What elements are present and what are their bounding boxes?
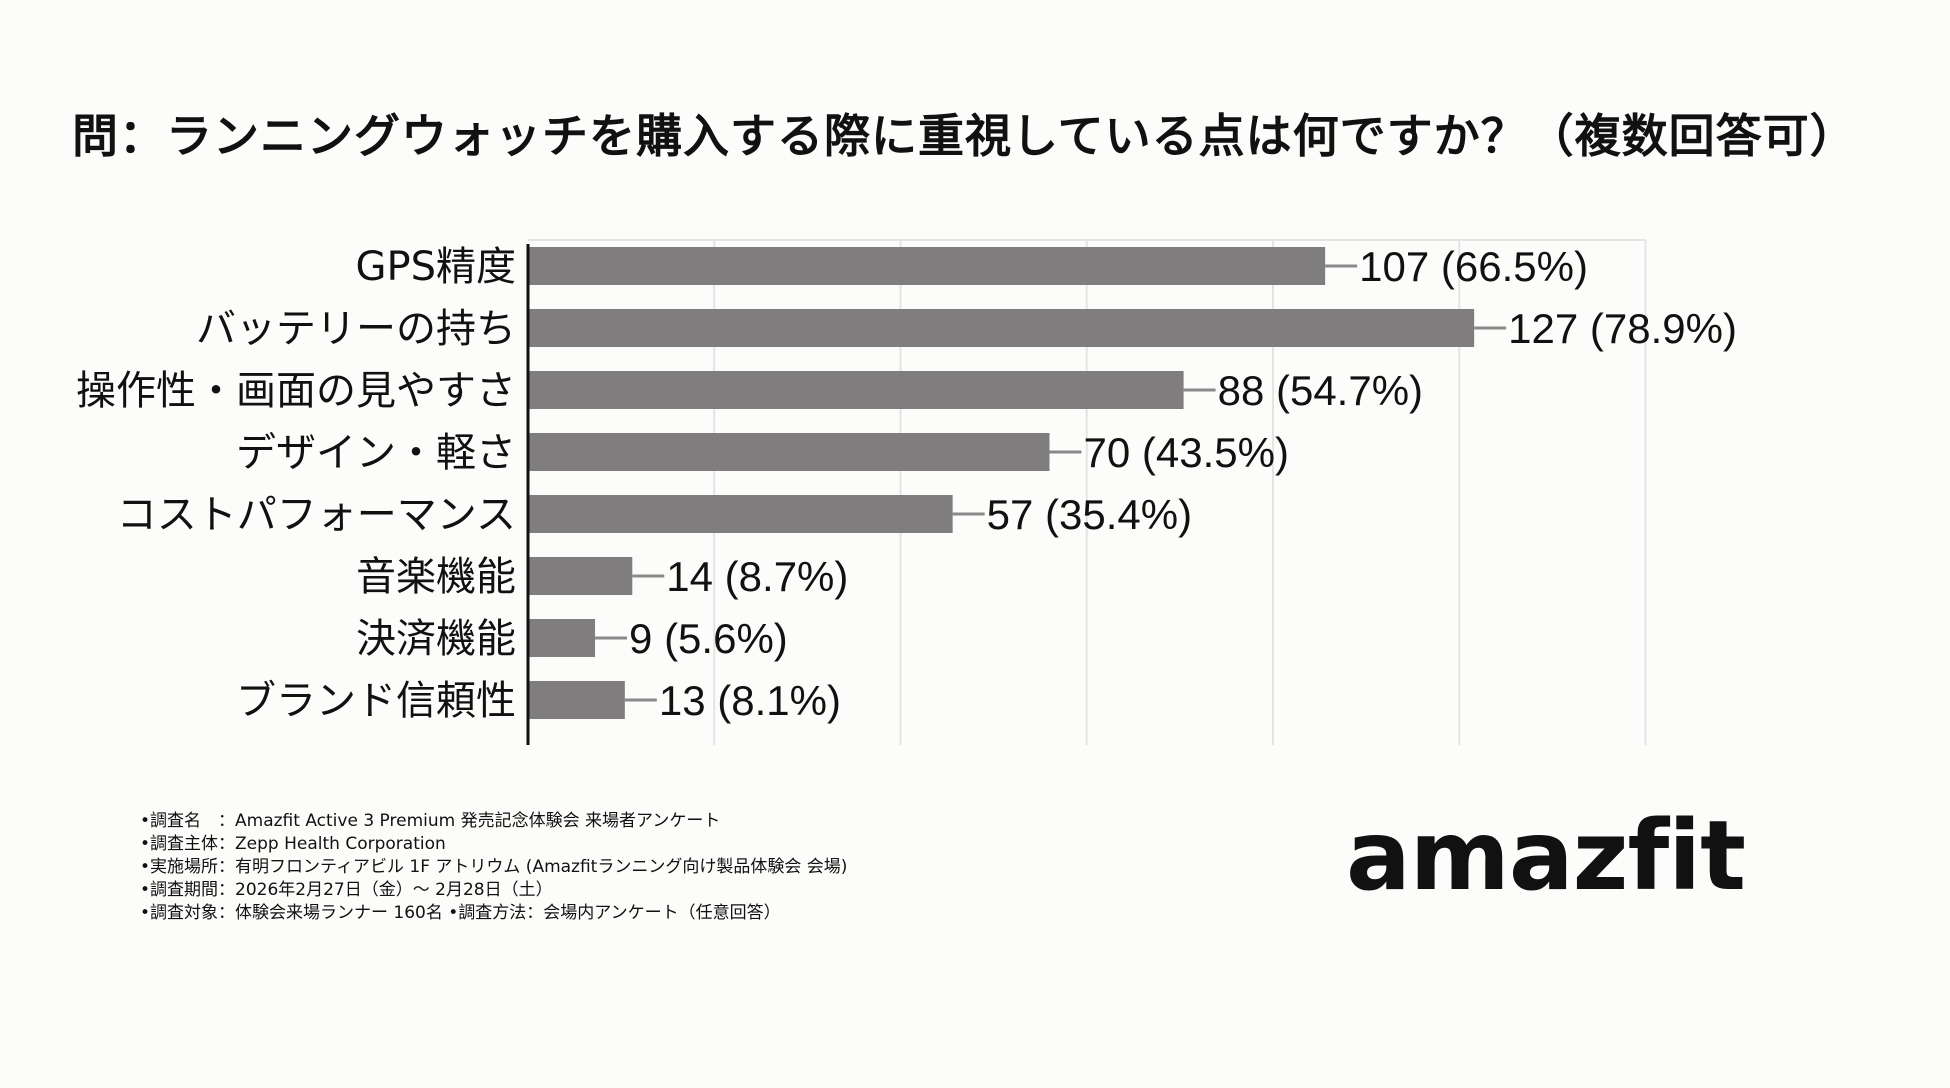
bar [528, 309, 1475, 347]
bar [528, 557, 633, 595]
note-organizer: •調査主体：Zepp Health Corporation [140, 834, 446, 854]
data-label: 57 (35.4%) [987, 491, 1192, 538]
bar [528, 619, 596, 657]
bars [528, 247, 1507, 719]
data-label: 107 (66.5%) [1359, 243, 1588, 290]
data-labels: 107 (66.5%) 127 (78.9%) 88 (54.7%) 70 (43.5… [629, 243, 1737, 724]
data-label: 13 (8.1%) [659, 677, 841, 724]
category-labels: GPS精度バッテリーの持ち操作性・画面の見やすさデザイン・軽さコストパフォーマン… [76, 244, 516, 724]
data-label: 127 (78.9%) [1508, 305, 1737, 352]
category-label: 決済機能 [356, 616, 516, 662]
category-label: GPS精度 [355, 244, 516, 290]
category-label: 音楽機能 [356, 554, 516, 600]
bar [528, 495, 953, 533]
amazfit-logo: amazfit [1346, 800, 1746, 912]
bar [528, 433, 1050, 471]
survey-notes: •調査名 ：Amazfit Active 3 Premium 発売記念体験会 来… [140, 810, 847, 925]
note-target-method: •調査対象：体験会来場ランナー 160名 •調査方法：会場内アンケート（任意回答… [140, 903, 781, 923]
category-label: バッテリーの持ち [196, 306, 516, 352]
bar [528, 247, 1326, 285]
note-location: •実施場所：有明フロンティアビル 1F アトリウム (Amazfitランニング向… [140, 857, 848, 877]
category-label: ブランド信頼性 [236, 678, 516, 724]
bar [528, 371, 1184, 409]
bar-chart: GPS精度バッテリーの持ち操作性・画面の見やすさデザイン・軽さコストパフォーマン… [76, 239, 1737, 745]
bar [528, 681, 625, 719]
chart-title: 問：ランニングウォッチを購入する際に重視している点は何ですか？（複数回答可） [72, 109, 1857, 163]
category-label: 操作性・画面の見やすさ [76, 368, 516, 414]
data-label: 70 (43.5%) [1084, 429, 1289, 476]
note-period: •調査期間：2026年2月27日（金）～ 2月28日（土） [140, 880, 553, 900]
data-label: 14 (8.7%) [666, 553, 848, 600]
note-survey-name: •調査名 ：Amazfit Active 3 Premium 発売記念体験会 来… [140, 811, 721, 831]
category-label: コストパフォーマンス [117, 492, 516, 538]
category-label: デザイン・軽さ [236, 430, 516, 476]
data-label: 9 (5.6%) [629, 615, 788, 662]
data-label: 88 (54.7%) [1218, 367, 1423, 414]
